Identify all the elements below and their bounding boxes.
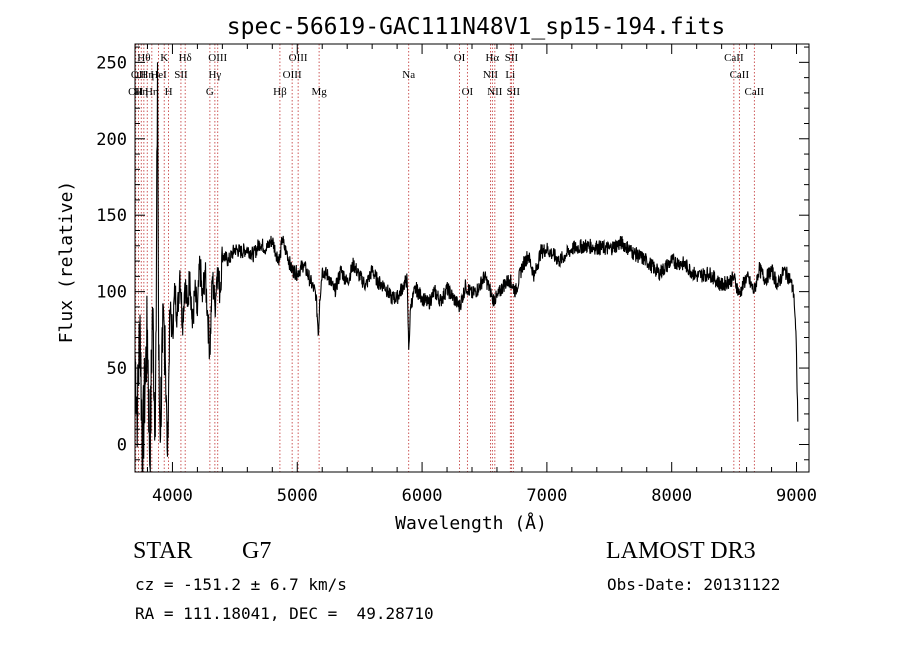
object-subclass: G7 [242,538,272,564]
x-axis-label: Wavelength (Å) [395,512,547,534]
line-label: OIII [208,52,227,64]
line-label: OII [128,86,144,98]
obs-date: Obs-Date: 20131122 [607,575,781,594]
line-label: OI [462,86,474,98]
line-label: CaII [745,86,765,98]
x-tick-label: 9000 [776,486,817,506]
line-label: CaII [724,52,744,64]
line-label: OIII [289,52,308,64]
line-label: Hα [485,52,499,64]
line-label: Na [402,69,415,81]
coordinates: RA = 111.18041, DEC = 49.28710 [135,604,434,623]
line-label: Hδ [179,52,192,64]
line-label: Hγ [208,69,221,81]
line-label: G [206,86,214,98]
y-tick-label: 0 [117,435,127,455]
line-label: Hβ [273,86,287,98]
y-tick-label: 50 [107,359,127,379]
line-label: CaII [730,69,750,81]
line-label: K [160,52,168,64]
y-tick-label: 150 [96,206,127,226]
y-tick-label: 100 [96,283,127,303]
line-label: OI [454,52,466,64]
x-tick-label: 7000 [526,486,567,506]
x-tick-label: 4000 [152,486,193,506]
tick-labels: 4000 5000 6000 7000 8000 9000 0 50 100 150 200 250 [96,53,817,506]
chart-title: spec-56619-GAC111N48V1_sp15-194.fits [227,14,726,40]
redshift-readout: cz = -151.2 ± 6.7 km/s [135,575,347,594]
x-tick-label: 6000 [402,486,443,506]
line-label: SII [505,52,519,64]
line-label: NII [483,69,499,81]
line-label: Hθ [137,52,150,64]
x-tick-label: 8000 [651,486,692,506]
line-label: HeI [150,69,167,81]
spectrum-series [134,62,799,473]
line-label: SII [174,69,188,81]
line-markers [135,44,755,472]
object-class: STAR [133,538,193,564]
line-label: SII [507,86,521,98]
plot-frame [134,43,810,473]
y-tick-label: 200 [96,130,127,150]
line-label: Li [505,69,515,81]
x-tick-label: 5000 [277,486,318,506]
line-label: Hη [134,86,148,98]
axis-ticks [135,44,809,472]
line-labels: OIIOIIHηHθHηHηHeIKHSIIHδGHγOIIIHβOIIIOII… [128,52,764,98]
line-label: H [165,86,173,98]
y-axis-label: Flux (relative) [56,181,77,344]
line-label: Hη [145,86,159,98]
line-label: Mg [311,86,327,98]
line-label: Hη [140,69,154,81]
y-tick-label: 250 [96,53,127,73]
survey-name: LAMOST DR3 [606,538,756,564]
line-label: NII [487,86,503,98]
line-label: OIII [283,69,302,81]
